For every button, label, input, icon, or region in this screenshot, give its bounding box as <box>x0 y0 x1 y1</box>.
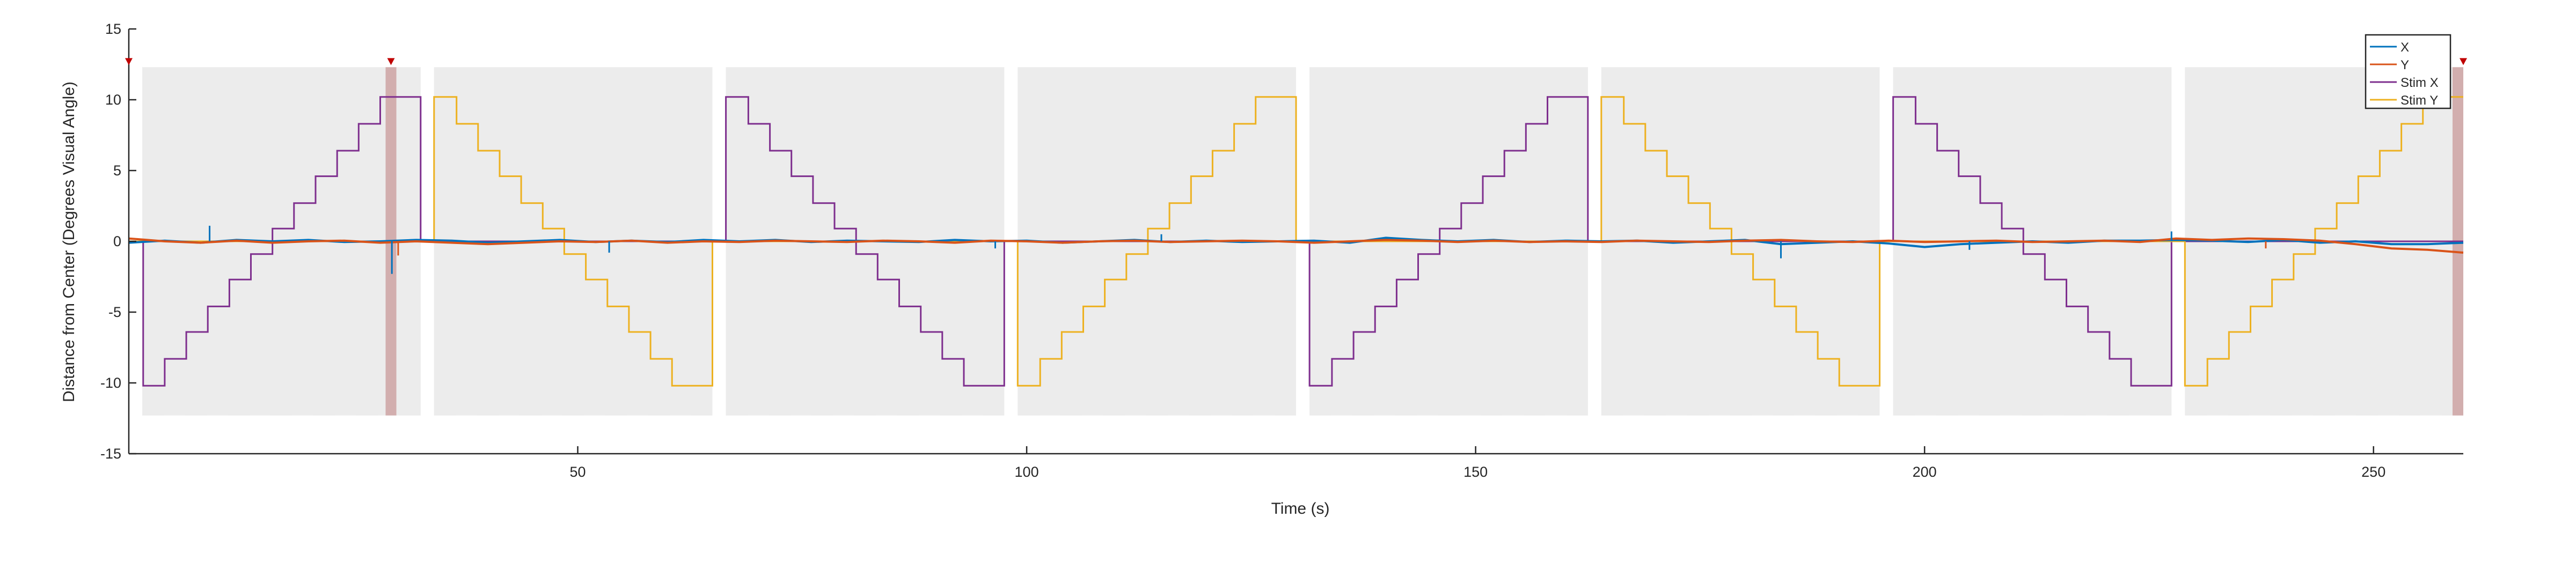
x-axis-label: Time (s) <box>1271 500 1330 518</box>
legend-label-y: Y <box>2401 58 2409 72</box>
y-tick-label: -5 <box>108 304 121 320</box>
x-tick-label: 100 <box>1015 464 1039 480</box>
y-axis-label: Distance from Center (Degrees Visual Ang… <box>60 82 78 402</box>
event-markers-layer <box>125 58 2467 65</box>
x-tick-label: 200 <box>1913 464 1937 480</box>
legend-label-stim-x: Stim X <box>2401 76 2439 90</box>
legend: X Y Stim X Stim Y <box>2365 34 2451 109</box>
event-marker-3 <box>2460 58 2467 65</box>
x-tick-label: 250 <box>2361 464 2385 480</box>
series-y-line <box>128 237 2464 254</box>
x-tick-label: 50 <box>570 464 586 480</box>
legend-label-stim-y: Stim Y <box>2401 93 2438 108</box>
x-tick-label: 150 <box>1463 464 1488 480</box>
y-tick-label: 5 <box>113 162 121 179</box>
series-stim-y-line <box>129 96 2463 387</box>
y-tick-label: -10 <box>100 375 121 391</box>
y-tick-label: 0 <box>113 233 121 249</box>
series-layer <box>128 96 2464 387</box>
event-marker-2 <box>387 58 395 65</box>
y-tick-label: -15 <box>100 446 121 462</box>
legend-label-x: X <box>2401 40 2409 55</box>
y-tick-label: 15 <box>105 21 121 37</box>
y-tick-label: 10 <box>105 92 121 108</box>
event-marker-1 <box>125 58 133 65</box>
